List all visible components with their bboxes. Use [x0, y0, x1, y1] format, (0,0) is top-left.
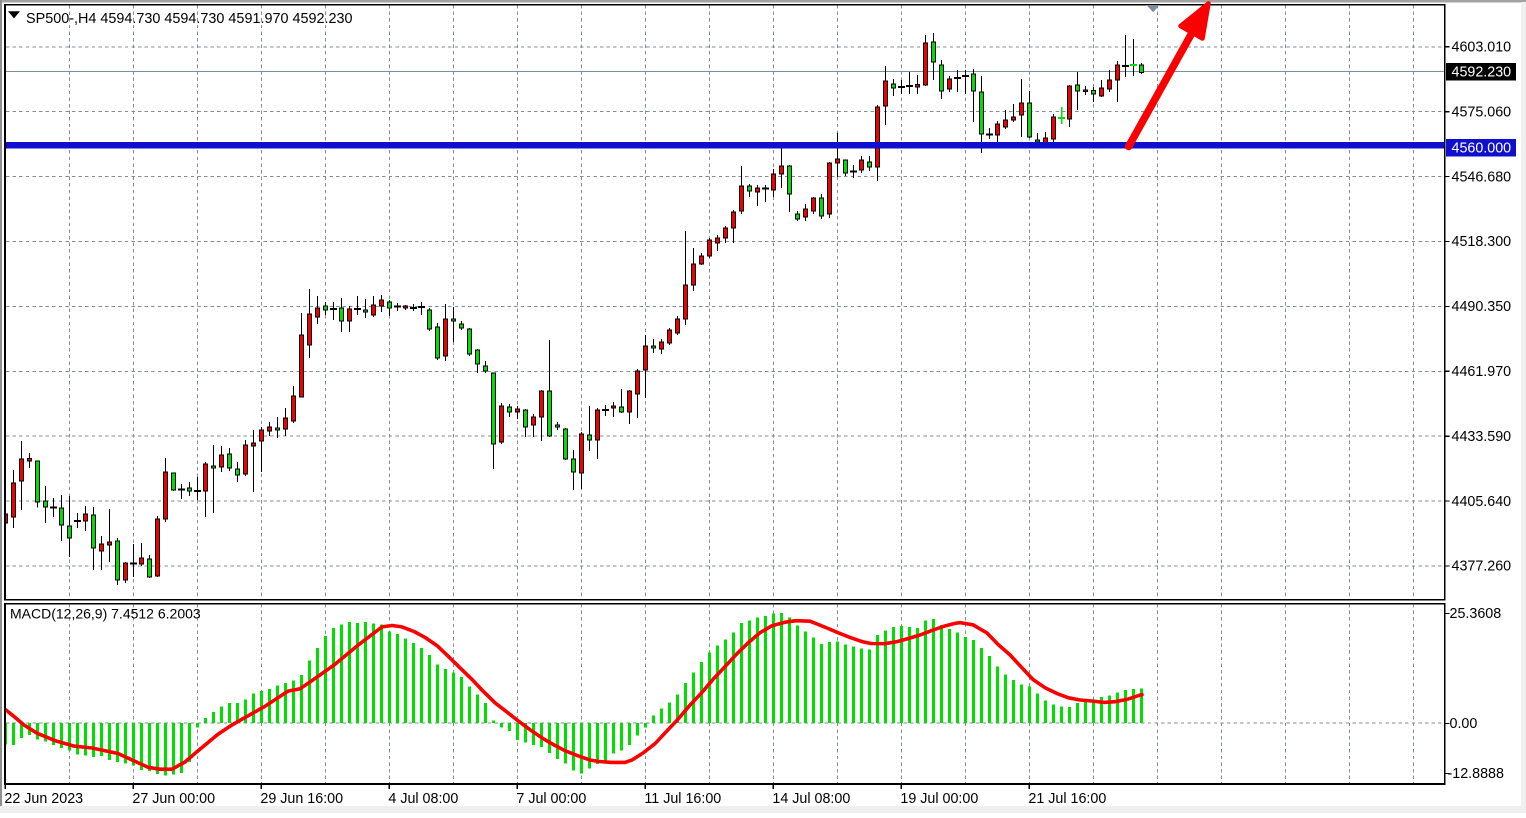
svg-text:4490.350: 4490.350 — [1452, 299, 1512, 315]
svg-text:29 Jun 16:00: 29 Jun 16:00 — [260, 791, 343, 807]
svg-text:11 Jul 16:00: 11 Jul 16:00 — [644, 791, 721, 807]
svg-text:SP500-,H4 4594.730 4594.730 4: SP500-,H4 4594.730 4594.730 4591.970 459… — [26, 11, 352, 27]
svg-text:7 Jul 00:00: 7 Jul 00:00 — [516, 791, 586, 807]
svg-text:4592.230: 4592.230 — [1452, 64, 1512, 80]
svg-text:0.00: 0.00 — [1450, 716, 1478, 732]
svg-text:4546.680: 4546.680 — [1452, 169, 1512, 185]
svg-text:4518.300: 4518.300 — [1452, 234, 1512, 250]
svg-text:21 Jul 16:00: 21 Jul 16:00 — [1028, 791, 1106, 807]
svg-text:22 Jun 2023: 22 Jun 2023 — [4, 791, 83, 807]
svg-text:-12.8888: -12.8888 — [1448, 766, 1504, 782]
svg-text:4433.590: 4433.590 — [1452, 429, 1512, 445]
svg-text:4405.640: 4405.640 — [1452, 494, 1512, 510]
svg-text:MACD(12,26,9) 7.4512 6.2003: MACD(12,26,9) 7.4512 6.2003 — [10, 606, 201, 622]
svg-text:4377.260: 4377.260 — [1452, 559, 1512, 575]
svg-text:25.3608: 25.3608 — [1450, 606, 1502, 622]
svg-text:4560.000: 4560.000 — [1452, 141, 1512, 157]
svg-text:4603.010: 4603.010 — [1452, 40, 1512, 56]
svg-text:4 Jul 08:00: 4 Jul 08:00 — [388, 791, 458, 807]
svg-text:4461.970: 4461.970 — [1452, 364, 1512, 380]
svg-text:19 Jul 00:00: 19 Jul 00:00 — [900, 791, 978, 807]
svg-text:4575.060: 4575.060 — [1452, 104, 1512, 120]
svg-text:14 Jul 08:00: 14 Jul 08:00 — [772, 791, 850, 807]
svg-text:27 Jun 00:00: 27 Jun 00:00 — [132, 791, 215, 807]
